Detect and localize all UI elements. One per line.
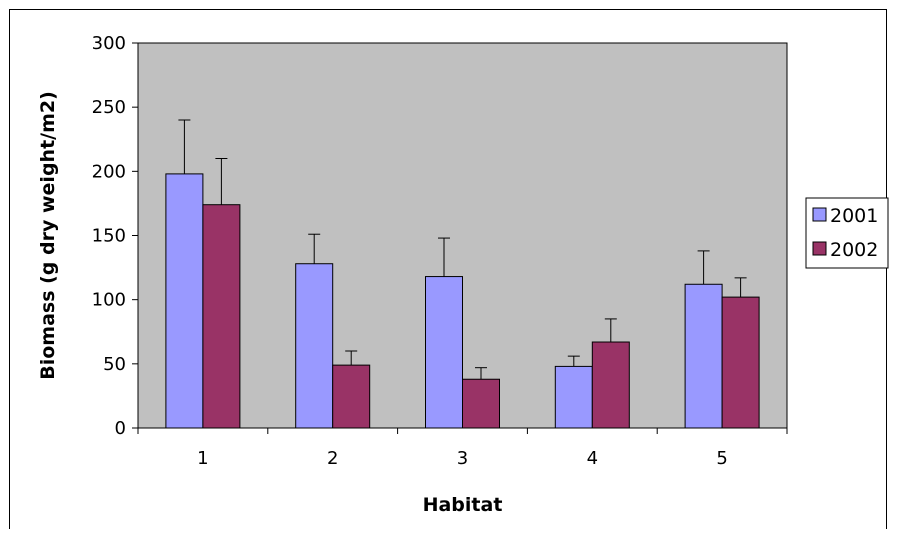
bar-2001-5	[684, 283, 723, 429]
y-axis-title: Biomass (g dry weight/m2)	[37, 91, 59, 380]
legend-label-2001: 2001	[830, 205, 878, 227]
legend-label-2002: 2002	[830, 239, 878, 261]
x-tick-label: 5	[716, 448, 727, 469]
bar-2002-2	[332, 364, 371, 429]
x-axis-title: Habitat	[423, 494, 503, 516]
axis-layer: 0 50 100 150 200 250 300 1 2 3 4 5	[92, 33, 788, 469]
bar-2001-3	[425, 276, 463, 429]
y-tick-label: 100	[92, 290, 126, 311]
bars-layer	[165, 119, 760, 429]
y-tick-label: 0	[115, 418, 126, 439]
legend: 2001 2002	[805, 197, 889, 269]
x-tick-label: 4	[587, 448, 598, 469]
bar-2001-4	[554, 365, 593, 429]
y-tick-label: 300	[92, 33, 126, 54]
y-tick-label: 50	[103, 354, 126, 375]
x-tick-label: 1	[197, 448, 208, 469]
legend-swatch-2001	[812, 207, 827, 222]
x-tick-label: 3	[457, 448, 468, 469]
y-tick-label: 250	[92, 97, 126, 118]
bar-2002-3	[462, 378, 500, 429]
y-tick-label: 150	[92, 226, 126, 247]
y-tick-label: 200	[92, 161, 126, 182]
bar-2001-1	[165, 173, 204, 429]
bar-2002-1	[202, 204, 241, 429]
bar-2001-2	[295, 263, 334, 429]
x-tick-label: 2	[327, 448, 338, 469]
bar-2002-5	[721, 296, 760, 429]
legend-swatch-2002	[812, 241, 827, 256]
bar-2002-4	[591, 341, 630, 429]
